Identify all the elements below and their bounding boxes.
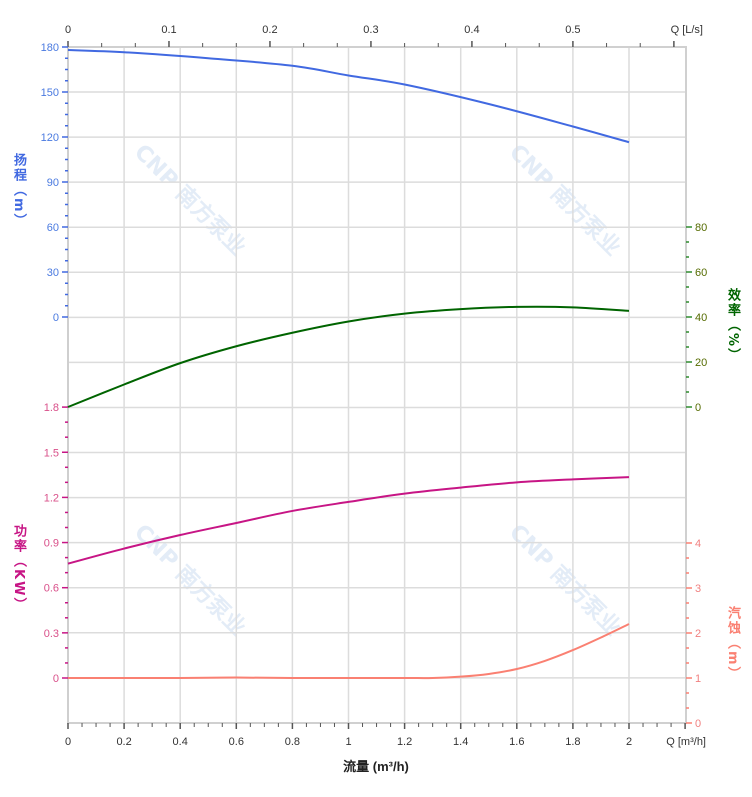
head-curve (67, 49, 630, 144)
efficiency-axis-title: 效率（%） (723, 288, 742, 363)
watermark: CNP 南方泵业 (504, 139, 626, 261)
efficiency-curve (67, 305, 630, 408)
power-axis-title: 功率（KW） (9, 524, 28, 612)
x-tick-label: 1.4 (453, 736, 468, 748)
x2-tick-label: 0.5 (565, 24, 580, 36)
head-tick-label: 90 (47, 177, 59, 189)
power-tick-label: 0.6 (44, 583, 59, 595)
x2-tick-label: 0.2 (262, 24, 277, 36)
x-tick-label: 1.2 (397, 736, 412, 748)
npsh-axis-title-main: 汽蚀 (725, 606, 740, 636)
x-tick-label: 0.2 (116, 736, 131, 748)
power-tick-label: 1.5 (44, 447, 59, 459)
watermark: CNP 南方泵业 (129, 519, 251, 641)
power-tick-label: 0.3 (44, 628, 59, 640)
npsh-tick-label: 4 (695, 538, 701, 550)
npsh-tick-label: 1 (695, 673, 701, 685)
x2-tick-label: 0.4 (464, 24, 479, 36)
npsh-curve (67, 623, 630, 680)
efficiency-axis-title-unit: （%） (725, 318, 740, 364)
head-tick-label: 0 (53, 312, 59, 324)
x2-tick-label: 0 (65, 24, 71, 36)
power-axis-title-unit: （KW） (11, 554, 26, 613)
head-axis-title-unit: （m） (11, 183, 26, 229)
x-unit-label: Q [m³/h] (666, 736, 706, 748)
npsh-tick-label: 2 (695, 628, 701, 640)
x-tick-label: 1 (345, 736, 351, 748)
x2-unit-label: Q [L/s] (671, 24, 703, 36)
head-tick-label: 150 (41, 87, 59, 99)
head-tick-label: 120 (41, 132, 59, 144)
head-tick-label: 180 (41, 42, 59, 54)
head-tick-label: 60 (47, 222, 59, 234)
x-tick-label: 0.8 (285, 736, 300, 748)
power-tick-label: 0.9 (44, 538, 59, 550)
efficiency-tick-label: 80 (695, 222, 707, 234)
x-axis-title: 流量 (m³/h) (343, 759, 409, 774)
x-tick-label: 2 (626, 736, 632, 748)
power-tick-label: 0 (53, 673, 59, 685)
x-tick-label: 0 (65, 736, 71, 748)
watermark: CNP 南方泵业 (129, 139, 251, 261)
npsh-tick-label: 3 (695, 583, 701, 595)
npsh-tick-label: 0 (695, 718, 701, 730)
npsh-axis-title-unit: （m） (725, 636, 740, 682)
power-tick-label: 1.2 (44, 492, 59, 504)
efficiency-axis-title-main: 效率 (725, 288, 740, 318)
efficiency-tick-label: 60 (695, 267, 707, 279)
efficiency-tick-label: 40 (695, 312, 707, 324)
efficiency-tick-label: 20 (695, 357, 707, 369)
x-tick-label: 0.4 (173, 736, 188, 748)
power-axis-title-main: 功率 (11, 524, 26, 554)
x-tick-label: 1.8 (565, 736, 580, 748)
x2-tick-label: 0.3 (363, 24, 378, 36)
head-tick-label: 30 (47, 267, 59, 279)
npsh-axis-title: 汽蚀（m） (723, 606, 742, 682)
power-tick-label: 1.8 (44, 402, 59, 414)
x-tick-label: 0.6 (229, 736, 244, 748)
watermark: CNP 南方泵业 (504, 519, 626, 641)
x-tick-label: 1.6 (509, 736, 524, 748)
efficiency-tick-label: 0 (695, 402, 701, 414)
x2-tick-label: 0.1 (161, 24, 176, 36)
head-axis-title: 扬程（m） (9, 153, 28, 229)
head-axis-title-main: 扬程 (11, 153, 26, 183)
power-curve (67, 476, 630, 565)
